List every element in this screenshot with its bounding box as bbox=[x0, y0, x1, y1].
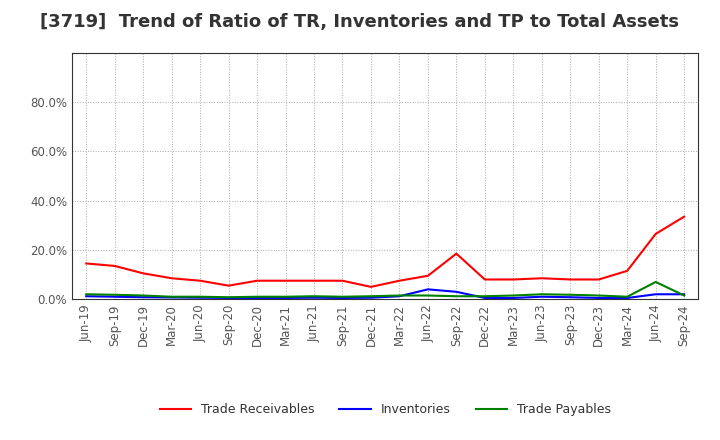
Inventories bbox=[423, 287, 432, 292]
Trade Payables bbox=[82, 292, 91, 297]
Line: Trade Payables: Trade Payables bbox=[86, 282, 684, 297]
Trade Receivables bbox=[509, 277, 518, 282]
Trade Receivables bbox=[480, 277, 489, 282]
Trade Payables bbox=[480, 293, 489, 299]
Inventories bbox=[480, 295, 489, 301]
Inventories bbox=[623, 295, 631, 301]
Inventories bbox=[225, 295, 233, 301]
Inventories bbox=[680, 292, 688, 297]
Legend: Trade Receivables, Inventories, Trade Payables: Trade Receivables, Inventories, Trade Pa… bbox=[155, 398, 616, 421]
Trade Receivables bbox=[282, 278, 290, 283]
Inventories bbox=[366, 295, 375, 301]
Trade Payables bbox=[423, 293, 432, 298]
Inventories bbox=[139, 295, 148, 300]
Trade Payables bbox=[167, 294, 176, 299]
Inventories bbox=[537, 294, 546, 299]
Inventories bbox=[395, 293, 404, 299]
Trade Receivables bbox=[680, 214, 688, 219]
Trade Payables bbox=[366, 293, 375, 299]
Inventories bbox=[282, 295, 290, 301]
Trade Receivables bbox=[82, 261, 91, 266]
Trade Receivables bbox=[395, 278, 404, 283]
Trade Receivables bbox=[566, 277, 575, 282]
Inventories bbox=[167, 295, 176, 300]
Trade Receivables bbox=[452, 251, 461, 256]
Trade Receivables bbox=[167, 275, 176, 281]
Trade Payables bbox=[282, 294, 290, 299]
Trade Payables bbox=[452, 293, 461, 299]
Trade Payables bbox=[310, 293, 318, 299]
Inventories bbox=[652, 292, 660, 297]
Inventories bbox=[338, 295, 347, 301]
Inventories bbox=[509, 295, 518, 301]
Trade Receivables bbox=[423, 273, 432, 279]
Inventories bbox=[253, 295, 261, 301]
Inventories bbox=[595, 295, 603, 301]
Trade Receivables bbox=[196, 278, 204, 283]
Trade Payables bbox=[253, 294, 261, 299]
Inventories bbox=[310, 295, 318, 301]
Text: [3719]  Trend of Ratio of TR, Inventories and TP to Total Assets: [3719] Trend of Ratio of TR, Inventories… bbox=[40, 13, 680, 31]
Line: Trade Receivables: Trade Receivables bbox=[86, 216, 684, 287]
Trade Payables bbox=[623, 294, 631, 299]
Inventories bbox=[566, 295, 575, 300]
Trade Payables bbox=[537, 292, 546, 297]
Trade Payables bbox=[225, 295, 233, 300]
Trade Payables bbox=[680, 293, 688, 298]
Trade Receivables bbox=[110, 263, 119, 268]
Trade Receivables bbox=[537, 275, 546, 281]
Trade Receivables bbox=[338, 278, 347, 283]
Trade Payables bbox=[652, 279, 660, 285]
Trade Receivables bbox=[225, 283, 233, 288]
Trade Receivables bbox=[310, 278, 318, 283]
Trade Payables bbox=[509, 293, 518, 298]
Trade Receivables bbox=[139, 271, 148, 276]
Inventories bbox=[452, 289, 461, 294]
Inventories bbox=[196, 295, 204, 301]
Trade Receivables bbox=[253, 278, 261, 283]
Trade Payables bbox=[566, 292, 575, 297]
Trade Receivables bbox=[366, 284, 375, 290]
Trade Payables bbox=[395, 293, 404, 298]
Inventories bbox=[110, 294, 119, 299]
Trade Payables bbox=[595, 293, 603, 298]
Trade Payables bbox=[110, 292, 119, 297]
Trade Payables bbox=[338, 294, 347, 299]
Trade Receivables bbox=[623, 268, 631, 274]
Line: Inventories: Inventories bbox=[86, 290, 684, 298]
Trade Payables bbox=[196, 294, 204, 299]
Trade Payables bbox=[139, 293, 148, 298]
Inventories bbox=[82, 293, 91, 299]
Trade Receivables bbox=[595, 277, 603, 282]
Trade Receivables bbox=[652, 231, 660, 237]
